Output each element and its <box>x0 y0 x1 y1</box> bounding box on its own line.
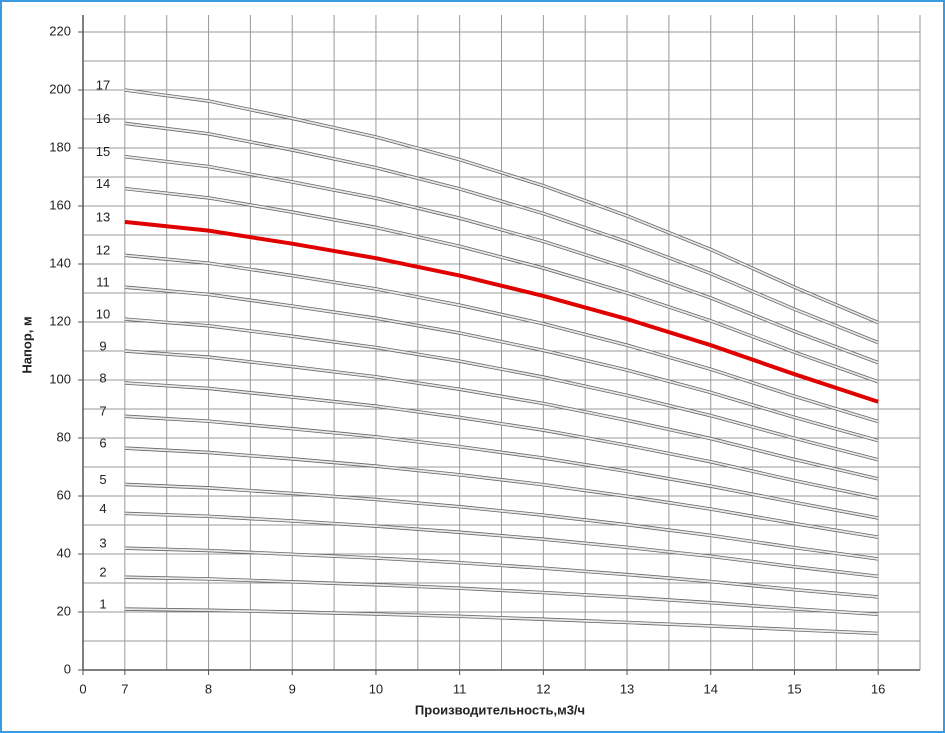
series-label: 1 <box>99 597 106 612</box>
line <box>124 350 879 480</box>
series-label: 9 <box>99 338 106 353</box>
x-tick-label: 16 <box>871 681 885 696</box>
x-tick-label: 15 <box>787 681 801 696</box>
y-tick-label: 80 <box>57 429 71 444</box>
y-tick-label: 140 <box>49 255 71 270</box>
series-label: 17 <box>96 77 110 92</box>
line <box>124 318 879 461</box>
line <box>124 608 879 635</box>
series-label: 4 <box>99 501 106 516</box>
series-label: 11 <box>96 275 110 290</box>
y-tick-label: 100 <box>49 371 71 386</box>
series-label: 16 <box>96 111 110 126</box>
x-tick-label: 8 <box>205 681 212 696</box>
x-tick-label: 12 <box>536 681 550 696</box>
line <box>124 155 879 364</box>
line <box>124 382 879 499</box>
x-axis-title: Производительность,м3/ч <box>415 702 585 717</box>
series-label: 7 <box>99 404 106 419</box>
y-tick-label: 200 <box>49 81 71 96</box>
line <box>124 254 879 423</box>
series-label: 10 <box>96 307 110 322</box>
series-label: 3 <box>99 536 106 551</box>
series-label: 2 <box>99 565 106 580</box>
x-tick-label: 0 <box>79 681 86 696</box>
y-tick-label: 220 <box>49 23 71 38</box>
series-label: 12 <box>96 243 110 258</box>
x-tick-label: 9 <box>289 681 296 696</box>
line <box>124 122 879 344</box>
x-tick-label: 7 <box>121 681 128 696</box>
y-tick-label: 0 <box>64 661 71 676</box>
line <box>124 547 879 598</box>
line <box>124 219 879 404</box>
line <box>124 286 879 442</box>
y-tick-label: 180 <box>49 139 71 154</box>
y-tick-label: 20 <box>57 603 71 618</box>
line <box>124 89 879 324</box>
y-tick-label: 160 <box>49 197 71 212</box>
series-label: 5 <box>99 472 106 487</box>
x-tick-label: 14 <box>704 681 718 696</box>
line <box>124 576 879 616</box>
series-label: 6 <box>99 436 106 451</box>
series-label: 13 <box>96 209 110 224</box>
x-tick-label: 13 <box>620 681 634 696</box>
y-tick-label: 60 <box>57 487 71 502</box>
line <box>124 415 879 519</box>
line <box>124 512 879 578</box>
series-label: 14 <box>96 176 110 191</box>
series-label: 15 <box>96 144 110 159</box>
y-tick-label: 40 <box>57 545 71 560</box>
line <box>124 187 879 383</box>
y-tick-label: 120 <box>49 313 71 328</box>
series-label: 8 <box>99 370 106 385</box>
x-tick-label: 10 <box>369 681 383 696</box>
y-axis-title: Напор, м <box>19 316 34 373</box>
line <box>124 447 879 539</box>
x-tick-label: 11 <box>453 681 467 696</box>
line <box>124 483 879 560</box>
